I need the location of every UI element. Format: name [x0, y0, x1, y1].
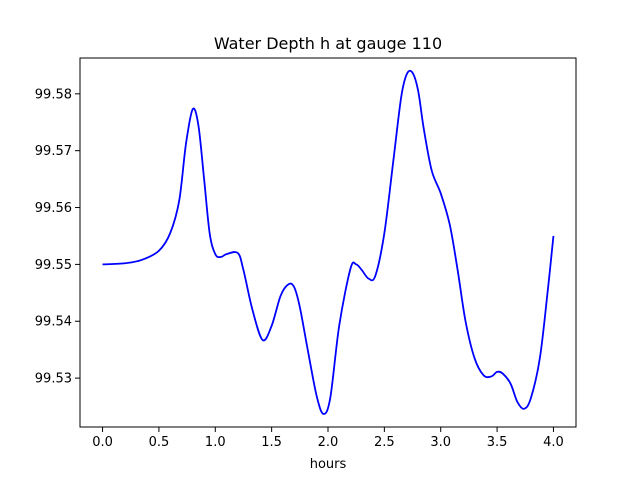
x-tick-label: 2.5: [374, 435, 395, 450]
chart-title: Water Depth h at gauge 110: [214, 34, 442, 53]
y-axis-ticks: 99.53 99.54 99.55 99.56 99.57 99.58: [35, 87, 80, 387]
series-line: [102, 69, 555, 415]
series-layer: [102, 69, 555, 415]
y-tick-label: 99.53: [35, 372, 72, 387]
x-tick-label: 0.5: [149, 435, 170, 450]
x-tick-label: 1.5: [261, 435, 282, 450]
x-axis-label: hours: [310, 457, 347, 472]
y-tick-label: 99.58: [35, 87, 72, 102]
y-tick-label: 99.56: [35, 201, 72, 216]
x-tick-label: 2.0: [318, 435, 339, 450]
y-tick-label: 99.54: [35, 315, 72, 330]
x-tick-label: 4.0: [543, 435, 564, 450]
x-tick-label: 3.5: [487, 435, 508, 450]
y-tick-label: 99.55: [35, 258, 72, 273]
y-tick-label: 99.57: [35, 144, 72, 159]
plot-frame: [79, 57, 577, 428]
x-axis-ticks: 0.0 0.5 1.0 1.5 2.0 2.5 3.0 3.5 4.0: [92, 427, 564, 450]
x-tick-label: 3.0: [430, 435, 451, 450]
x-tick-label: 0.0: [92, 435, 113, 450]
plot-area: [80, 58, 576, 427]
x-tick-label: 1.0: [205, 435, 226, 450]
